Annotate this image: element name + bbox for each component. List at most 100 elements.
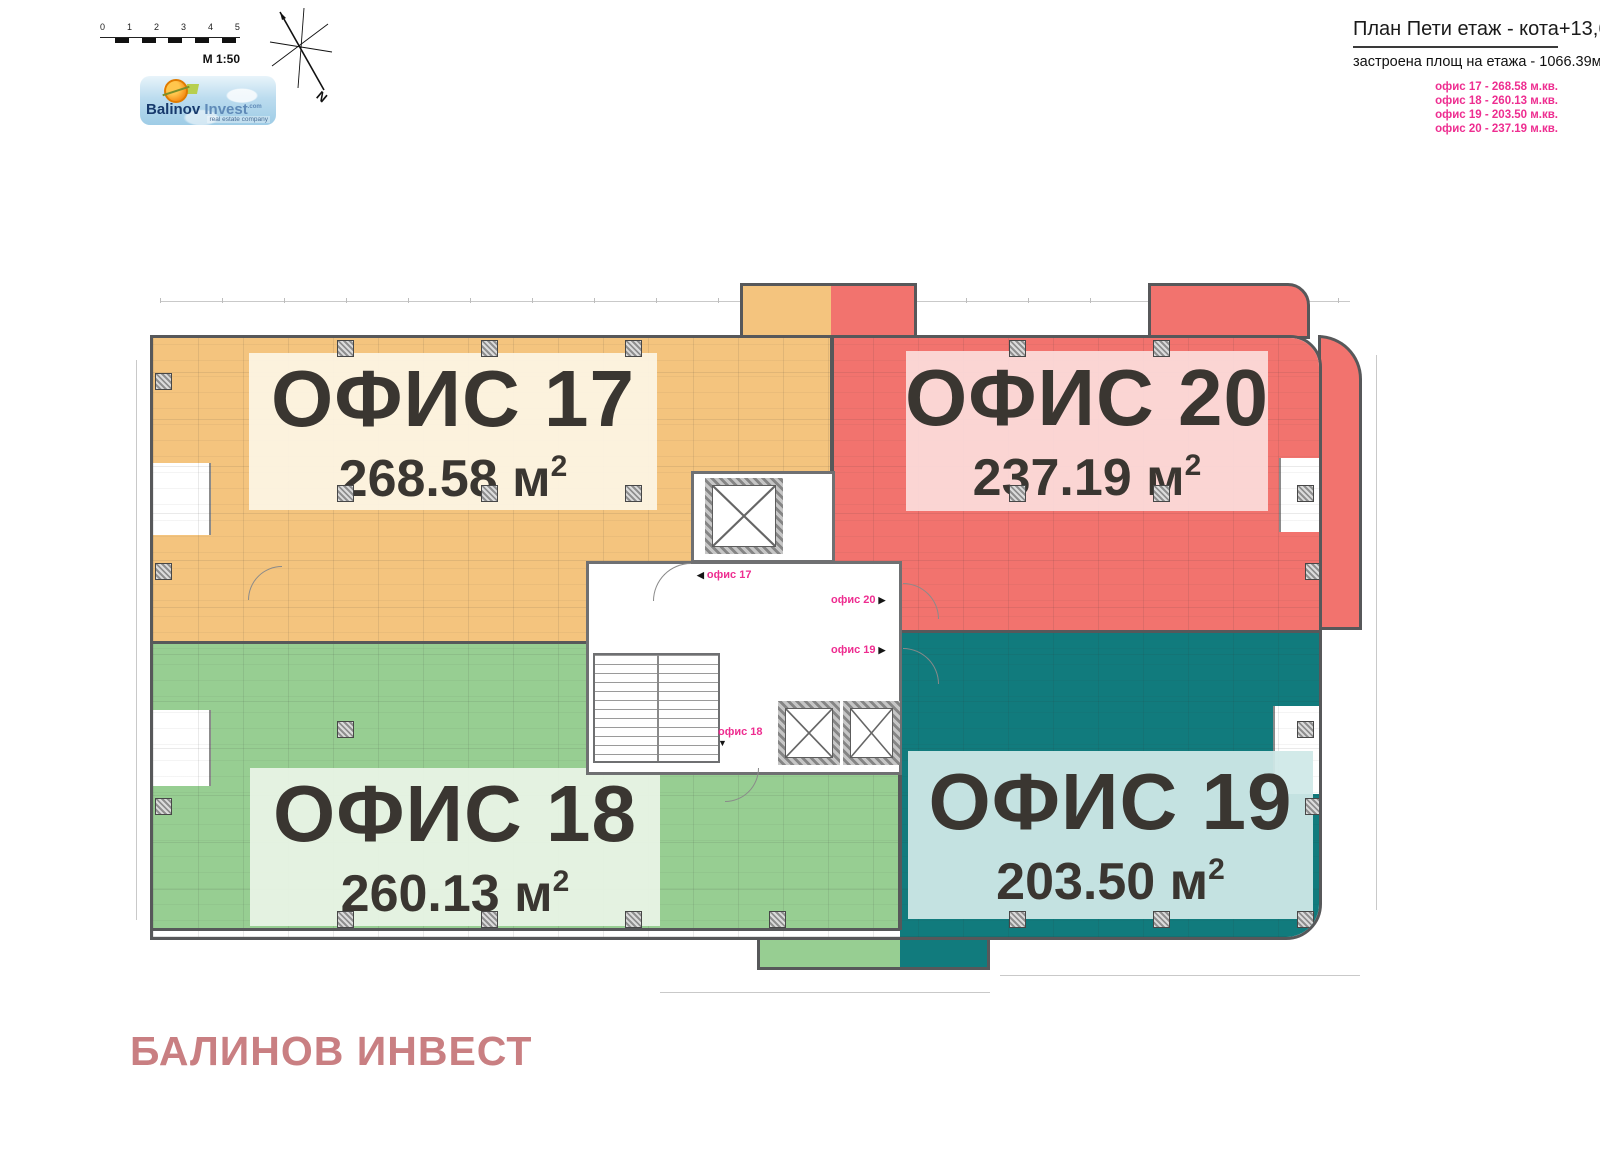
dimension-line-left	[136, 360, 137, 920]
column	[1153, 485, 1170, 502]
office-17-name: ОФИС 17	[271, 353, 635, 443]
dimension-line-bottom	[1000, 975, 1360, 976]
scale-bar-segments	[100, 37, 240, 44]
column	[1153, 340, 1170, 357]
office-20-area-sup: 2	[1184, 449, 1202, 482]
entry-label-office19: офис 19 ▶	[831, 644, 885, 656]
column	[625, 911, 642, 928]
entry-text: офис 17	[706, 569, 752, 581]
scale-tick: 4	[207, 22, 213, 32]
column	[1305, 798, 1319, 815]
office-18-area-value: 260.13 м	[340, 865, 553, 923]
elevator-cab	[712, 485, 776, 547]
plan-title: План Пети етаж - кота+13,60	[1353, 18, 1600, 48]
office-19-name: ОФИС 19	[928, 757, 1293, 846]
scale-label: M 1:50	[202, 52, 240, 66]
column	[337, 911, 354, 928]
entry-marker-icon: ▶	[878, 644, 886, 655]
office-18-label-plate: ОФИС 18 260.13 м2	[250, 768, 660, 926]
office-20-area-value: 237.19 м	[972, 449, 1185, 507]
logo-name-2: Invest	[204, 101, 248, 118]
office-19-label-plate: ОФИС 19 203.50 м2	[908, 751, 1313, 919]
office-20-wing-extension	[1318, 335, 1362, 630]
column	[1009, 485, 1026, 502]
office-20-name: ОФИС 20	[905, 353, 1269, 442]
office-area-item: офис 18 - 260.13 м.кв.	[1435, 95, 1558, 107]
column	[1153, 911, 1170, 928]
logo-wordmark: Balinov Invest.com	[146, 101, 270, 118]
balinov-invest-logo: Balinov Invest.com real estate company	[140, 76, 276, 125]
stairwell	[593, 653, 720, 763]
scale-tick: 1	[126, 22, 132, 32]
office-17-label-plate: ОФИС 17 268.58 м2	[249, 353, 657, 510]
logo-globe-icon	[164, 79, 188, 103]
column	[1297, 911, 1314, 928]
elevator-shaft-top	[705, 478, 783, 554]
entry-text: офис 20	[831, 594, 876, 606]
brand-footer: БАЛИНОВ ИНВЕСТ	[130, 1028, 533, 1074]
wall-bottom-office18	[153, 928, 900, 931]
office-area-item: офис 17 - 268.58 м.кв.	[1435, 81, 1558, 93]
elevator-cab	[850, 708, 893, 758]
facade-notch	[153, 710, 211, 786]
column	[1009, 340, 1026, 357]
column	[337, 485, 354, 502]
wall-office17-office18	[153, 641, 589, 644]
entry-label-office18: офис 18 ▼	[718, 726, 763, 748]
column	[337, 340, 354, 357]
plan-subtitle: застроена площ на етажа - 1066.39м.кв.	[1353, 54, 1600, 70]
entry-marker-icon: ▼	[718, 738, 727, 748]
entrance-protrusion-top-center	[740, 283, 917, 339]
office-area-item: офис 20 - 237.19 м.кв.	[1435, 123, 1558, 135]
scale-tick: 5	[234, 22, 240, 32]
column	[1297, 721, 1314, 738]
scale-bar: 0 1 2 3 4 5 M 1:50	[98, 22, 248, 66]
column	[155, 563, 172, 580]
column	[481, 485, 498, 502]
entry-marker-icon: ◀	[697, 569, 704, 580]
facade-strip-bottom	[153, 930, 900, 937]
elevator-shaft-right	[843, 701, 900, 765]
scale-tick: 2	[153, 22, 159, 32]
office-20-area: 237.19 м2	[972, 449, 1202, 507]
column	[1009, 911, 1026, 928]
office-18-area: 260.13 м2	[340, 865, 570, 923]
office-19-area: 203.50 м2	[996, 853, 1225, 911]
column	[481, 340, 498, 357]
office-area-item: офис 19 - 203.50 м.кв.	[1435, 109, 1558, 121]
column	[1297, 485, 1314, 502]
scale-tick: 3	[180, 22, 186, 32]
elevator-cab	[785, 708, 833, 758]
wall-office18-office19	[898, 633, 902, 930]
office-area-list: офис 17 - 268.58 м.кв. офис 18 - 260.13 …	[1353, 80, 1558, 136]
column	[625, 485, 642, 502]
compass-n-label: N	[314, 88, 331, 104]
office-20-label-plate: ОФИС 20 237.19 м2	[905, 351, 1269, 511]
entry-label-office20: офис 20 ▶	[831, 594, 885, 606]
logo-tagline: real estate company	[207, 116, 270, 123]
dimension-line-right	[1376, 355, 1377, 910]
entry-text: офис 19	[831, 644, 876, 656]
column	[625, 340, 642, 357]
scale-bar-ticks: 0 1 2 3 4 5	[100, 22, 240, 32]
column	[155, 373, 172, 390]
column	[155, 798, 172, 815]
wall-office17-office20	[830, 338, 834, 478]
dimension-line-bottom-2	[660, 992, 990, 993]
column	[481, 911, 498, 928]
office-19-area-value: 203.50 м	[996, 853, 1209, 911]
entry-label-office17: ◀ офис 17	[697, 569, 751, 581]
logo-name-1: Balinov	[146, 101, 201, 118]
office-19-area-sup: 2	[1208, 853, 1225, 886]
entry-text: офис 18	[718, 726, 763, 738]
entry-marker-icon: ▶	[878, 594, 886, 605]
building-outline: ОФИС 17 268.58 м2 ОФИС 20 237.19 м2 ОФИС…	[150, 335, 1322, 940]
office-17-area-value: 268.58 м	[338, 449, 551, 508]
elevator-shaft-left	[778, 701, 840, 765]
logo-tld: .com	[247, 104, 262, 110]
office-18-name: ОФИС 18	[273, 769, 637, 858]
column	[337, 721, 354, 738]
entrance-protrusion-top-right	[1148, 283, 1310, 339]
column	[1305, 563, 1319, 580]
